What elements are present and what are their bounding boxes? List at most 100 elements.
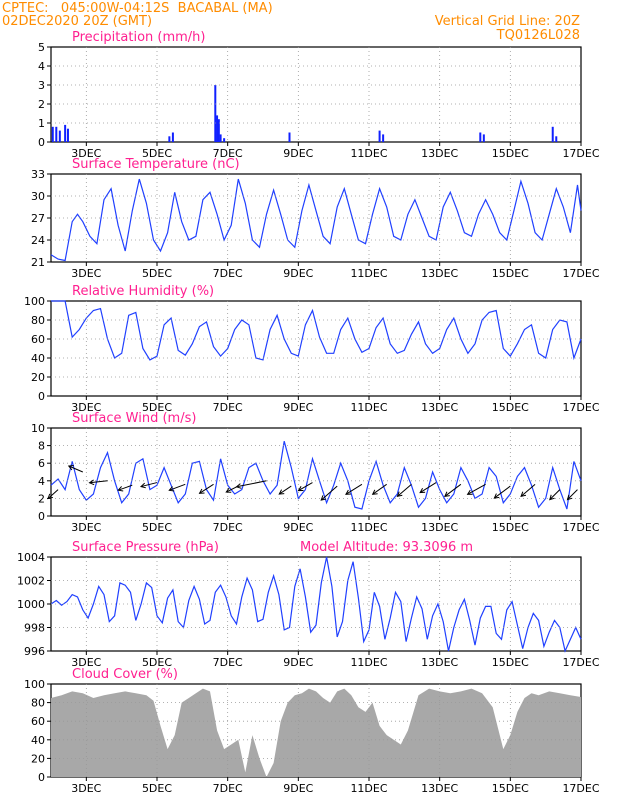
surface-temperature-panel: 33 30 27 24 21 3DEC 5DEC 7DEC 9DEC 11DEC 13DEC 15DE… xyxy=(31,157,600,280)
wind-arrow xyxy=(567,489,578,500)
precip-y-tick-label: 2 xyxy=(38,98,45,111)
wind-arrow xyxy=(520,483,536,497)
precip-bar xyxy=(171,132,174,142)
wind-arrow xyxy=(320,485,338,501)
rh-y-tick-label: 20 xyxy=(31,371,45,384)
rh-x-tick-label: 15DEC xyxy=(492,401,529,414)
wind-arrow-head xyxy=(396,491,403,497)
temp-x-tick-label: 5DEC xyxy=(142,267,172,280)
cloud-y-tick-label: 0 xyxy=(38,771,45,784)
wind-arrow xyxy=(549,489,561,500)
wind-x-tick-label: 11DEC xyxy=(350,521,387,534)
wind-arrow xyxy=(345,483,363,495)
precipitation-panel: 5 4 3 2 1 0 3DEC 5DEC 7DEC 9DEC 11DEC 13DEC 15DEC 17D… xyxy=(38,30,600,160)
wind-arrow xyxy=(397,483,412,497)
wind-arrow-head xyxy=(371,489,378,495)
wind-y-tick-label: 0 xyxy=(38,510,45,523)
precip-frame xyxy=(50,46,582,143)
wind-series-line xyxy=(50,441,582,510)
cloud-x-tick-label: 17DEC xyxy=(562,782,599,795)
wind-arrow-head xyxy=(225,487,232,493)
wind-arrow-head xyxy=(297,486,304,492)
wind-arrow-head xyxy=(168,486,175,492)
surface-wind-panel: 10 8 6 4 2 0 3DEC 5DEC 7DEC 9DEC 11DEC 13DEC 15DEC 17… xyxy=(31,411,600,534)
model-run-label: TQ0126L028 xyxy=(496,28,580,43)
precip-bar xyxy=(214,85,217,142)
precip-bar xyxy=(168,136,171,142)
cloud-y-tick-label: 80 xyxy=(31,697,45,710)
wind-frame xyxy=(50,427,582,517)
temp-title: Surface Temperature (nC) xyxy=(72,157,240,172)
rh-y-tick-label: 40 xyxy=(31,352,45,365)
wind-arrow-head xyxy=(88,479,95,486)
temp-y-tick-label: 27 xyxy=(31,212,45,225)
wind-arrow xyxy=(372,483,387,495)
pres-y-tick-label: 1002 xyxy=(17,575,45,588)
wind-arrow xyxy=(298,482,313,491)
wind-x-tick-label: 3DEC xyxy=(71,521,101,534)
rh-frame xyxy=(50,300,582,397)
pres-x-tick-label: 13DEC xyxy=(421,656,458,669)
precip-bar xyxy=(555,136,558,142)
header-line-1: CPTEC: 045:00W-04:12S BACABAL (MA) xyxy=(2,1,273,16)
pres-series-line xyxy=(50,556,582,653)
cloud-x-tick-label: 7DEC xyxy=(213,782,243,795)
pres-x-tick-label: 3DEC xyxy=(71,656,101,669)
precip-title: Precipitation (mm/h) xyxy=(72,30,205,45)
wind-x-tick-label: 15DEC xyxy=(492,521,529,534)
precip-bar xyxy=(551,126,554,142)
wind-arrow-head xyxy=(320,495,327,501)
wind-x-tick-label: 17DEC xyxy=(562,521,599,534)
temp-y-tick-label: 24 xyxy=(31,234,45,247)
cloud-x-tick-label: 3DEC xyxy=(71,782,101,795)
wind-arrow xyxy=(494,485,511,499)
wind-arrow-head xyxy=(235,483,242,489)
wind-y-tick-label: 8 xyxy=(38,440,45,453)
wind-arrow-head xyxy=(419,487,426,494)
cloud-cover-area xyxy=(51,688,581,777)
precip-x-tick-label: 13DEC xyxy=(421,147,458,160)
cloud-x-tick-label: 13DEC xyxy=(421,782,458,795)
vertical-grid-line-label: Vertical Grid Line: 20Z xyxy=(435,14,580,29)
precip-bar xyxy=(55,126,58,142)
header-line-2: 02DEC2020 20Z (GMT) xyxy=(2,14,152,29)
precip-bar xyxy=(479,132,482,142)
precip-x-tick-label: 5DEC xyxy=(142,147,172,160)
wind-x-tick-label: 9DEC xyxy=(283,521,313,534)
surface-pressure-panel: 1004 1002 1000 998 996 3DEC 5DEC 7DEC 9DEC 11DEC 1… xyxy=(17,540,600,669)
wind-arrow-head xyxy=(139,482,146,489)
precip-bar xyxy=(482,134,485,142)
wind-arrow-head xyxy=(345,489,351,495)
wind-y-tick-label: 4 xyxy=(38,475,45,488)
temp-y-tick-label: 21 xyxy=(31,256,45,269)
cloud-x-tick-label: 15DEC xyxy=(492,782,529,795)
pres-x-tick-label: 11DEC xyxy=(350,656,387,669)
wind-arrow xyxy=(444,483,462,497)
rh-series-line xyxy=(51,300,582,361)
temp-x-tick-label: 11DEC xyxy=(350,267,387,280)
wind-arrow-head xyxy=(67,465,74,471)
cloud-x-tick-label: 5DEC xyxy=(142,782,172,795)
wind-arrow xyxy=(169,483,186,491)
temp-x-tick-label: 13DEC xyxy=(421,267,458,280)
temp-x-tick-label: 15DEC xyxy=(492,267,529,280)
precip-x-tick-label: 11DEC xyxy=(350,147,387,160)
wind-arrow xyxy=(278,485,292,495)
pres-x-tick-label: 15DEC xyxy=(492,656,529,669)
rh-y-tick-label: 80 xyxy=(31,314,45,327)
wind-arrow-head xyxy=(549,494,555,501)
wind-x-tick-label: 5DEC xyxy=(142,521,172,534)
wind-y-tick-label: 2 xyxy=(38,492,45,505)
precip-y-tick-label: 3 xyxy=(38,79,45,92)
wind-arrow-head xyxy=(278,489,285,495)
wind-arrow-head xyxy=(47,493,54,500)
temp-x-tick-label: 17DEC xyxy=(562,267,599,280)
wind-arrow xyxy=(467,483,486,495)
wind-x-tick-label: 13DEC xyxy=(421,521,458,534)
rh-x-tick-label: 3DEC xyxy=(71,401,101,414)
wind-arrow-head xyxy=(466,489,473,495)
cloud-y-tick-label: 100 xyxy=(24,678,45,691)
pres-x-tick-label: 7DEC xyxy=(213,656,243,669)
model-altitude-label: Model Altitude: 93.3096 m xyxy=(300,540,473,555)
